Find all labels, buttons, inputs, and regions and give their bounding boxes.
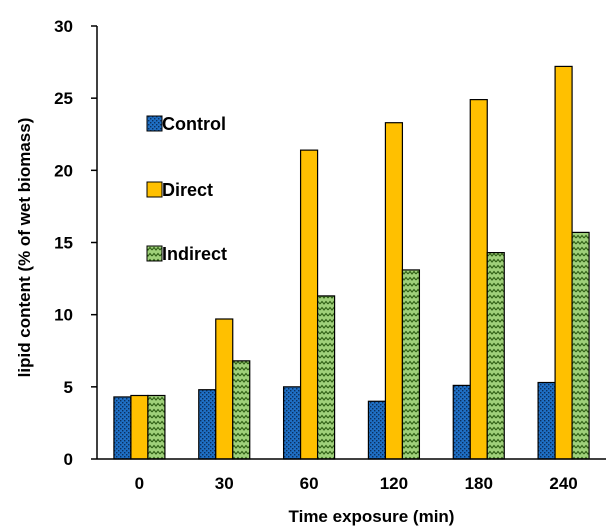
bar-indirect-240 (571, 231, 590, 460)
bar-control-180 (452, 384, 471, 460)
bar-direct-30 (215, 318, 234, 460)
bar-direct-0 (130, 394, 149, 460)
bar-direct-180 (469, 99, 488, 460)
bar-direct-60 (299, 149, 319, 460)
legend-swatch-direct (146, 181, 163, 198)
x-axis-title: Time exposure (min) (289, 507, 455, 526)
y-tick-label: 25 (54, 89, 73, 108)
legend-label-control: Control (162, 114, 226, 134)
y-tick-label: 10 (54, 306, 73, 325)
bar-indirect-0 (147, 394, 166, 460)
bar-control-240 (537, 381, 556, 460)
bar-control-120 (367, 400, 387, 460)
y-axis-ticks: 0 5 10 15 20 25 30 (54, 17, 97, 469)
x-tick-label: 60 (300, 474, 319, 493)
bar-direct-240 (554, 65, 573, 460)
bar-indirect-60 (316, 295, 336, 460)
bar-control-30 (198, 389, 217, 460)
legend-label-direct: Direct (162, 180, 213, 200)
bar-indirect-180 (486, 252, 505, 460)
bars-group (113, 65, 590, 460)
bar-direct-120 (384, 122, 404, 460)
legend-swatch-indirect (146, 245, 163, 262)
bar-indirect-120 (401, 269, 421, 460)
bar-control-0 (113, 396, 132, 460)
x-axis-ticks: 0 30 60 120 180 240 (135, 474, 578, 493)
x-tick-label: 0 (135, 474, 144, 493)
x-tick-label: 30 (215, 474, 234, 493)
y-axis-title: lipid content (% of wet biomass) (15, 118, 34, 378)
y-tick-label: 5 (64, 378, 73, 397)
y-tick-label: 20 (54, 161, 73, 180)
legend-swatch-control (146, 115, 163, 132)
x-tick-label: 180 (465, 474, 493, 493)
legend-label-indirect: Indirect (162, 244, 227, 264)
x-tick-label: 120 (380, 474, 408, 493)
y-tick-label: 15 (54, 234, 73, 253)
x-tick-label: 240 (549, 474, 577, 493)
y-tick-label: 30 (54, 17, 73, 36)
bar-indirect-30 (232, 360, 251, 460)
legend: Control Direct Indirect (146, 114, 227, 264)
bar-control-60 (282, 386, 302, 460)
y-tick-label: 0 (64, 450, 73, 469)
